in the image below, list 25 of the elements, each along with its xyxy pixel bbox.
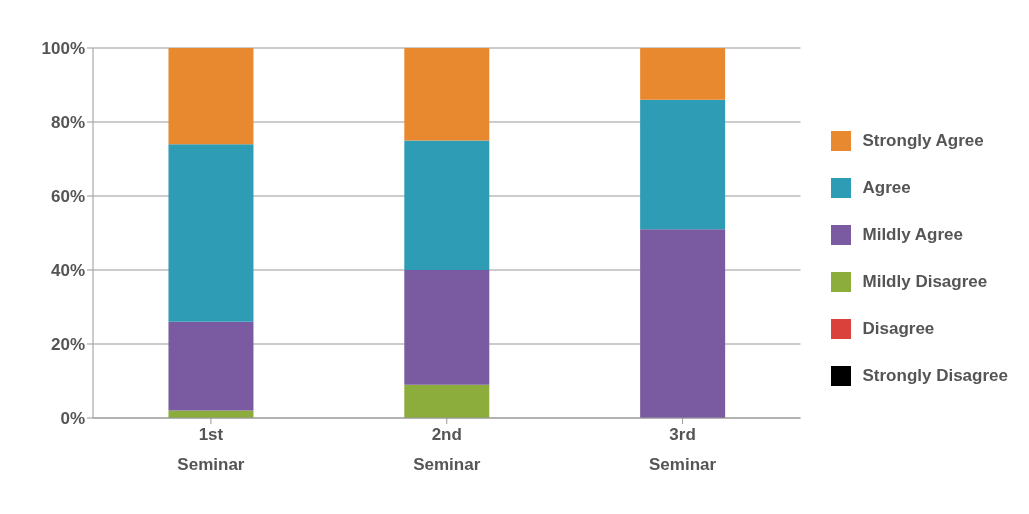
legend-label: Mildly Agree <box>862 224 963 245</box>
y-tick-label: 40% <box>50 261 85 281</box>
y-tick-label: 100% <box>41 39 85 59</box>
y-tick-label: 0% <box>60 409 85 429</box>
bar <box>640 48 726 100</box>
legend-label: Strongly Agree <box>862 130 984 151</box>
bar <box>640 229 726 418</box>
legend-label: Mildly Disagree <box>862 271 988 292</box>
bar <box>404 140 490 270</box>
legend-label: Disagree <box>862 318 935 339</box>
y-tick-label: 20% <box>50 335 85 355</box>
bar <box>404 270 490 385</box>
bar <box>640 99 726 230</box>
bar <box>168 144 254 322</box>
bar <box>404 384 490 418</box>
bar <box>404 48 490 141</box>
x-tick-label: 1st Seminar <box>177 425 245 474</box>
bar <box>168 48 254 145</box>
x-tick-label: 2nd Seminar <box>413 425 481 474</box>
legend-label: Agree <box>862 177 911 198</box>
x-tick-label: 3rd Seminar <box>649 425 717 474</box>
y-tick-label: 80% <box>50 113 85 133</box>
legend-label: Strongly Disagree <box>862 365 1008 386</box>
y-tick-label: 60% <box>50 187 85 207</box>
bar <box>168 321 254 411</box>
